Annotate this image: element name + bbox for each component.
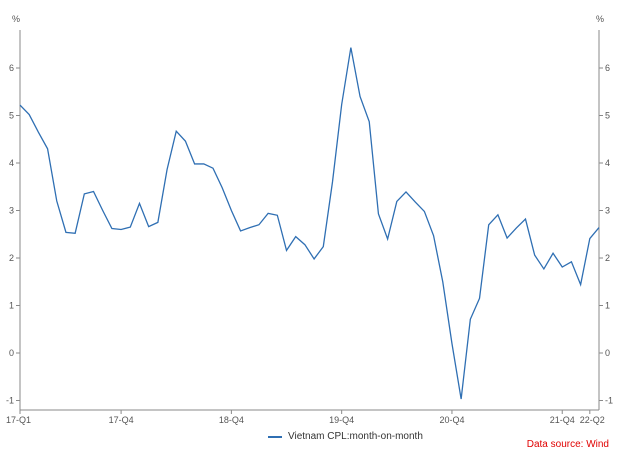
series-line-vietnam-cpi <box>19 47 600 400</box>
x-tick-label: 21-Q4 <box>550 415 575 425</box>
y-tick-label-left: 6 <box>9 63 14 73</box>
y-axis-right-unit: % <box>596 14 604 24</box>
y-tick-label-right: 6 <box>605 63 610 73</box>
legend-label: Vietnam CPL:month-on-month <box>288 431 423 442</box>
legend-swatch <box>268 435 282 438</box>
y-tick-label-left: 4 <box>9 158 14 168</box>
x-tick-label: 17-Q1 <box>6 415 31 425</box>
y-tick-label-right: 0 <box>605 348 610 358</box>
legend: Vietnam CPL:month-on-month <box>268 431 423 442</box>
x-tick-label: 22-Q2 <box>580 415 605 425</box>
y-tick-label-left: 0 <box>9 348 14 358</box>
y-tick-label-right: 3 <box>605 206 610 216</box>
x-tick-label: 19-Q4 <box>329 415 354 425</box>
x-tick-label: 20-Q4 <box>439 415 464 425</box>
y-axis-left-unit: % <box>12 14 20 24</box>
data-source-note: Data source: Wind <box>526 439 609 450</box>
y-tick-label-left: 5 <box>9 111 14 121</box>
y-tick-label-right: 5 <box>605 111 610 121</box>
x-ticks: 17-Q1 17-Q4 18-Q4 19-Q4 20-Q4 21-Q4 22-Q2 <box>6 410 605 425</box>
y-tick-label-left: 2 <box>9 253 14 263</box>
y-tick-label-right: 2 <box>605 253 610 263</box>
y-tick-label-left: -1 <box>6 396 14 406</box>
y-tick-label-right: 4 <box>605 158 610 168</box>
x-tick-label: 18-Q4 <box>219 415 244 425</box>
y-ticks: -1 -1 0 0 1 1 2 2 3 3 4 4 5 5 6 6 <box>6 63 613 406</box>
y-tick-label-left: 3 <box>9 206 14 216</box>
y-tick-label-left: 1 <box>9 301 14 311</box>
y-tick-label-right: 1 <box>605 301 610 311</box>
y-tick-label-right: -1 <box>605 396 613 406</box>
x-tick-label: 17-Q4 <box>109 415 134 425</box>
